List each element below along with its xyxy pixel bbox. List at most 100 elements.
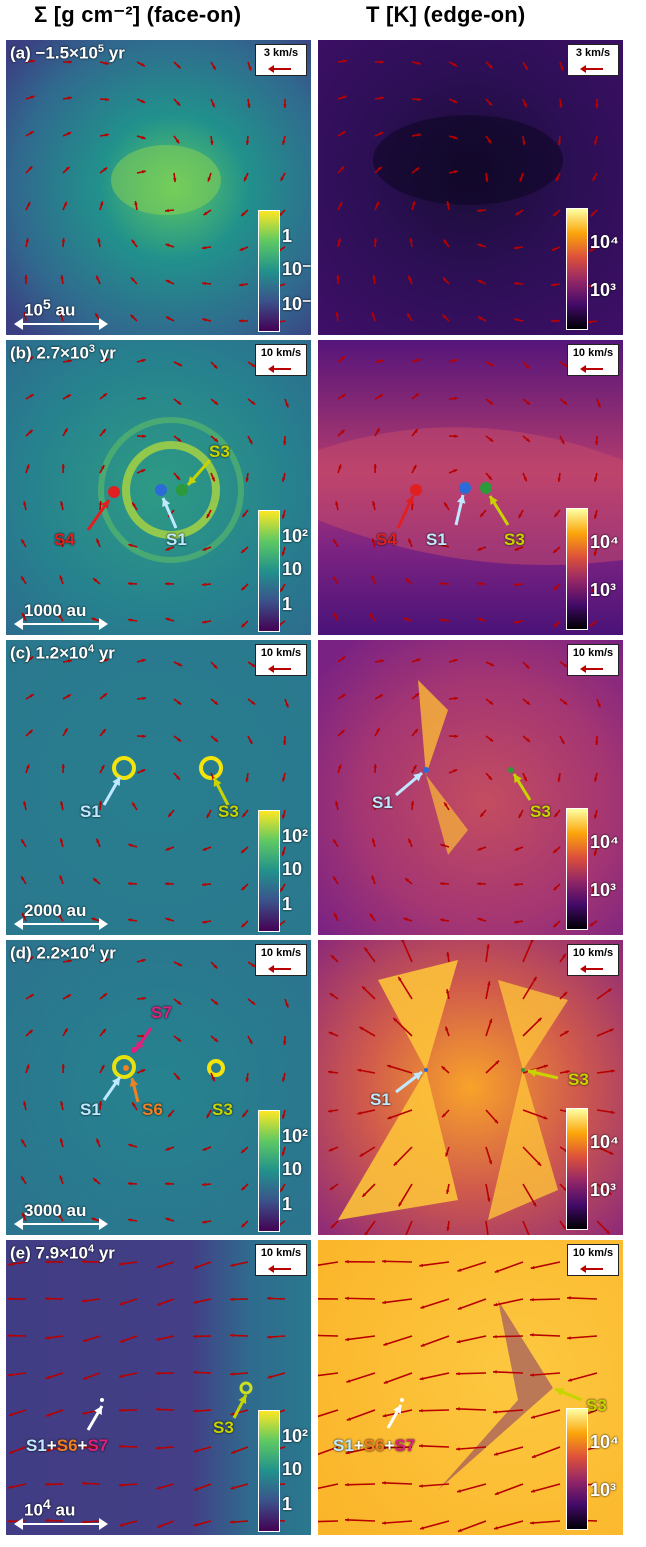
velocity-arrow-head xyxy=(553,586,558,591)
velocity-arrow-head xyxy=(490,362,495,366)
velocity-arrow-head xyxy=(193,1409,197,1413)
panel-label-unit: yr xyxy=(95,943,116,963)
temperature-tick-label: 10⁴ xyxy=(590,532,619,552)
velocity-arrow-head xyxy=(8,1485,13,1489)
velocity-arrow-head xyxy=(100,465,105,470)
velocity-arrow-head xyxy=(267,1375,272,1379)
velocity-arrow-head xyxy=(563,663,568,667)
velocity-arrow-head xyxy=(104,958,109,962)
temperature-tick-label: 10³ xyxy=(590,580,617,600)
surface-density-panel-e: S1+S6+S7 S3 (e) 7.9×104 yr 104 au 10 km/s 10²… xyxy=(6,1240,311,1535)
velocity-arrow-head xyxy=(214,1038,218,1042)
surface-density-panel-c: S1 S3 (c) 1.2×104 yr 2000 au 10 km/s 10² 10 1 xyxy=(6,640,311,935)
surface-density-colorbar xyxy=(258,1410,280,1532)
velocity-arrow-head xyxy=(563,700,568,705)
panel-label-unit: yr xyxy=(94,643,115,663)
velocity-arrow-head xyxy=(128,1218,132,1222)
velocity-arrow-head xyxy=(241,549,246,553)
scale-value: 1000 au xyxy=(24,601,87,620)
velocity-arrow-head xyxy=(488,1160,492,1165)
velocity-arrow-head xyxy=(202,281,206,286)
velocity-arrow-head xyxy=(563,991,568,996)
scale-exponent: 5 xyxy=(42,297,51,314)
scale-unit: au xyxy=(50,1501,76,1520)
velocity-arrow-head xyxy=(593,551,598,556)
velocity-arrow-head xyxy=(341,656,346,661)
velocity-arrow-head xyxy=(414,729,418,733)
s1-pointer-head xyxy=(413,773,422,782)
velocity-arrow-head xyxy=(177,1037,182,1042)
velocity-arrow-head xyxy=(280,1187,284,1192)
velocity-arrow-head xyxy=(165,208,169,213)
velocity-arrow-head xyxy=(128,881,132,886)
velocity-arrow-head xyxy=(156,1371,160,1376)
velocity-arrow-head xyxy=(267,1296,271,1301)
scale-bar-arrow xyxy=(14,1218,108,1230)
velocity-arrow-head xyxy=(283,104,287,108)
velocity-arrow-head xyxy=(82,1338,87,1343)
velocity-arrow-head xyxy=(202,582,206,587)
velocity-arrow-head xyxy=(26,464,30,469)
velocity-arrow-head xyxy=(488,775,492,780)
velocity-arrow-head xyxy=(21,876,25,881)
velocity-arrow-head xyxy=(594,441,599,445)
velocity-arrow-head xyxy=(131,239,136,244)
velocity-arrow-head xyxy=(333,576,337,581)
velocity-arrow-head xyxy=(514,281,518,286)
velocity-arrow-head xyxy=(68,959,72,963)
velocity-arrow-head xyxy=(66,394,71,398)
velocity-arrow xyxy=(530,1261,561,1270)
velocity-arrow-head xyxy=(452,62,457,67)
velocity-arrow xyxy=(318,1446,339,1456)
velocity-arrow-head xyxy=(415,167,420,172)
velocity-arrow-head xyxy=(93,578,98,582)
velocity-arrow-head xyxy=(57,613,62,618)
velocity-arrow-head xyxy=(280,887,284,892)
velocity-arrow-head xyxy=(8,1333,12,1338)
velocity-arrow-head xyxy=(23,312,27,316)
velocity-arrow-head xyxy=(530,1373,534,1377)
velocity-arrow-head xyxy=(119,1523,124,1527)
velocity-arrow xyxy=(318,1334,339,1337)
velocity-arrow-head xyxy=(543,1116,548,1120)
s1-pointer-head xyxy=(111,1077,120,1086)
star-label-s6: S6 xyxy=(142,1100,163,1119)
velocity-arrow-head xyxy=(93,878,98,882)
velocity-arrow-head xyxy=(23,501,27,506)
velocity-arrow-head xyxy=(453,135,458,140)
velocity-legend-arrow xyxy=(268,365,291,373)
panel-label-e: (e) 7.9×104 yr xyxy=(10,1243,115,1264)
velocity-arrow-head xyxy=(134,201,138,206)
velocity-arrow-head xyxy=(165,1182,169,1186)
velocity-arrow xyxy=(344,1518,376,1522)
velocity-arrow-head xyxy=(328,1109,332,1113)
velocity-arrow-head xyxy=(242,1113,247,1118)
sigma-tick-label: 10 xyxy=(282,859,303,879)
velocity-arrow-head xyxy=(593,814,598,819)
velocity-arrow xyxy=(522,940,534,963)
velocity-arrow-head xyxy=(524,65,528,70)
velocity-legend: 10 km/s xyxy=(567,1244,619,1276)
velocity-arrow-head xyxy=(345,1482,349,1487)
velocity-arrow-head xyxy=(342,95,347,99)
sigma-tick-label: 10² xyxy=(282,826,309,846)
velocity-arrow-head xyxy=(280,587,284,592)
velocity-arrow-head xyxy=(165,847,170,851)
velocity-arrow xyxy=(456,1335,487,1344)
velocity-arrow-head xyxy=(477,243,482,247)
velocity-arrow-head xyxy=(559,104,563,108)
panel-label-exponent: 5 xyxy=(97,43,105,55)
velocity-arrow-head xyxy=(60,275,64,279)
velocity-arrow-head xyxy=(493,1302,498,1307)
velocity-arrow xyxy=(346,1372,376,1383)
velocity-arrow-head xyxy=(28,166,33,171)
velocity-arrow-head xyxy=(378,394,383,398)
velocity-arrow-head xyxy=(120,1339,125,1343)
velocity-arrow xyxy=(418,1444,450,1448)
velocity-arrow-head xyxy=(445,1152,449,1157)
sigma-tick-label: 10⁻¹ xyxy=(282,259,311,279)
velocity-arrow-head xyxy=(442,277,447,282)
velocity-arrow-head xyxy=(489,400,494,405)
velocity-arrow-head xyxy=(165,617,170,622)
velocity-arrow-head xyxy=(556,177,560,182)
